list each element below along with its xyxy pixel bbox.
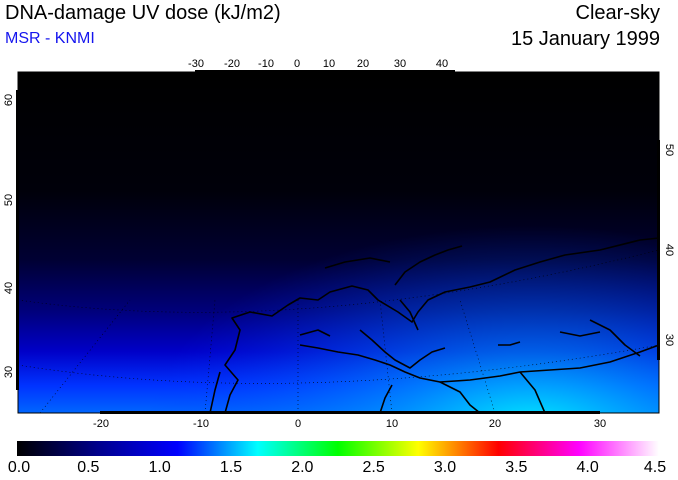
top-lon-label: 30 <box>394 58 406 70</box>
right-lat-label: 40 <box>663 244 675 256</box>
axis-bars <box>16 70 660 414</box>
right-lat-label: 50 <box>663 144 675 156</box>
top-lon-label: 40 <box>436 58 448 70</box>
left-lat-label: 50 <box>3 194 15 206</box>
colorbar-label: 0.5 <box>77 459 100 476</box>
bottom-lon-label: 30 <box>594 418 606 430</box>
dose-field-hotspot <box>18 72 659 413</box>
colorbar-label: 4.5 <box>643 459 667 476</box>
colorbar-label: 0.0 <box>7 459 31 476</box>
top-lon-label: -10 <box>258 58 274 70</box>
bottom-lon-label: -10 <box>193 418 209 430</box>
colorbar <box>17 441 659 456</box>
bottom-lon-label: 20 <box>489 418 501 430</box>
left-lat-label: 30 <box>3 366 15 378</box>
colorbar-label: 4.0 <box>576 459 599 476</box>
data-source: MSR - KNMI <box>5 30 95 47</box>
top-lon-label: 0 <box>294 58 300 70</box>
top-lon-label: -30 <box>188 58 204 70</box>
top-lon-label: 20 <box>357 58 369 70</box>
colorbar-label: 3.0 <box>433 459 457 476</box>
bottom-lon-label: 0 <box>295 418 301 430</box>
colorbar-label: 2.0 <box>291 459 314 476</box>
colorbar-label: 3.5 <box>505 459 528 476</box>
left-lat-label: 60 <box>3 94 15 106</box>
coastlines <box>209 237 659 413</box>
colorbar-label: 1.0 <box>148 459 171 476</box>
bottom-lon-label: 10 <box>386 418 398 430</box>
map-title: DNA-damage UV dose (kJ/m2) <box>5 2 281 24</box>
top-lon-label: -20 <box>224 58 240 70</box>
bottom-lon-label: -20 <box>93 418 109 430</box>
right-lat-label: 30 <box>663 334 675 346</box>
left-lat-label: 40 <box>3 282 15 294</box>
colorbar-label: 1.5 <box>219 459 243 476</box>
graticule <box>18 249 659 413</box>
colorbar-label: 2.5 <box>362 459 385 476</box>
top-lon-label: 10 <box>323 58 335 70</box>
map-date: 15 January 1999 <box>510 28 660 50</box>
sky-condition: Clear-sky <box>575 2 660 24</box>
